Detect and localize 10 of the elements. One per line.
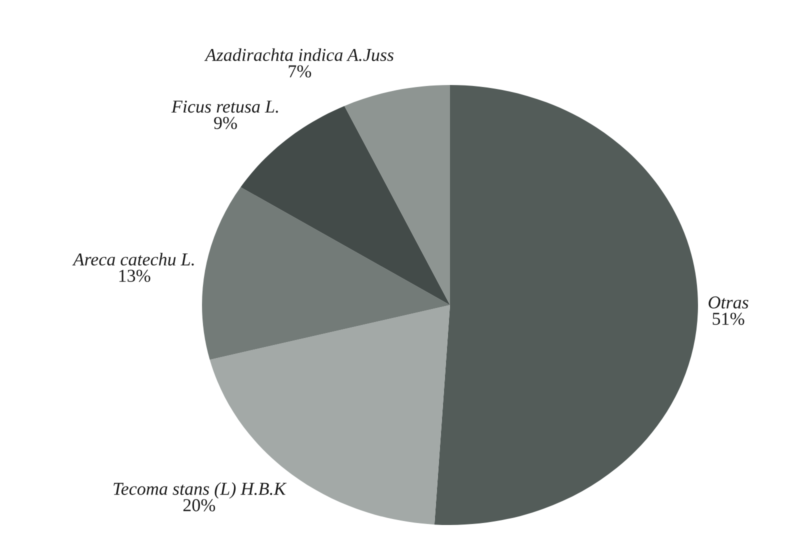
- slice-label: Areca catechu L.: [72, 252, 194, 266]
- data-label: 20%: [183, 499, 216, 512]
- data-label: 9%: [214, 116, 237, 130]
- data-label: 7%: [288, 65, 312, 78]
- slice-label: Azadirachta indica A.Juss: [204, 48, 394, 62]
- data-label: 13%: [119, 270, 150, 282]
- slice-label: Otras: [708, 296, 748, 309]
- slice-label: Ficus retusa L.: [171, 100, 278, 113]
- slice-label: Tecoma stans (L) H.B.K: [114, 482, 287, 499]
- data-label: 51%: [712, 312, 744, 325]
